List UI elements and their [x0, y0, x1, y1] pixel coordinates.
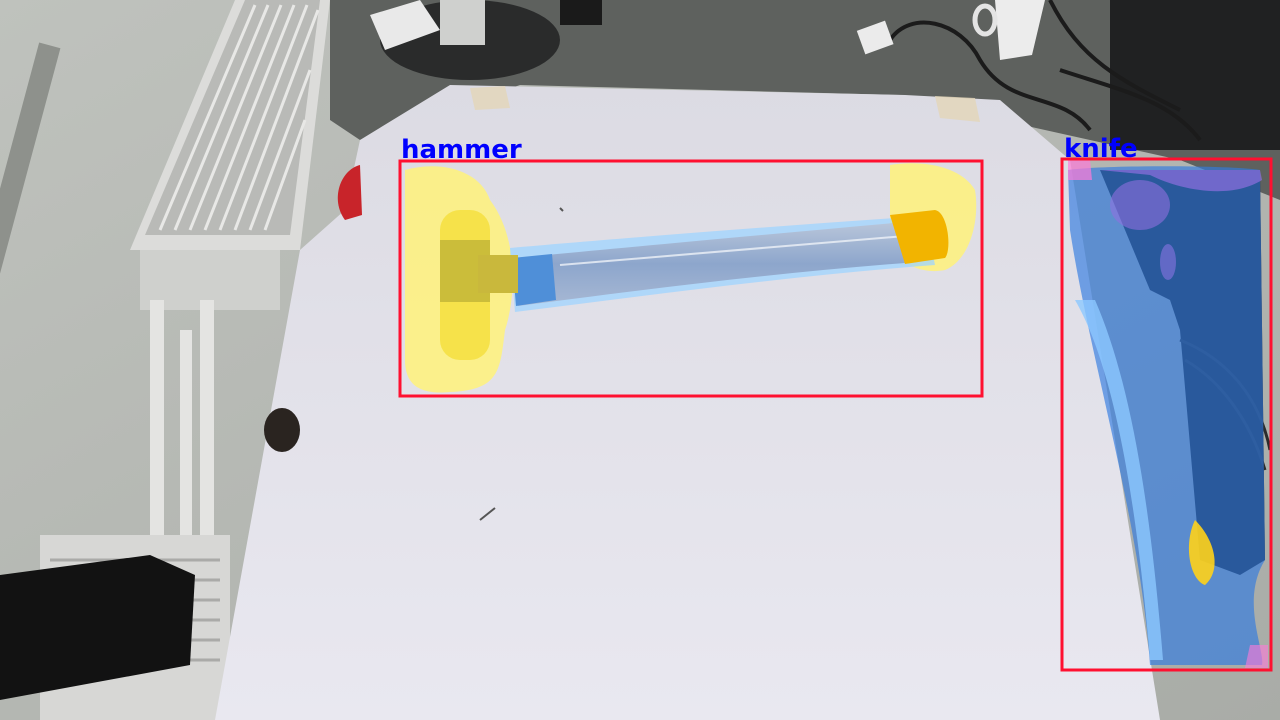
heating-pipes [150, 300, 214, 550]
top-right-box [1110, 0, 1280, 150]
tape-top-right [935, 96, 980, 122]
paper-scrap [370, 0, 440, 50]
wall-pipe [0, 42, 61, 348]
red-object [337, 165, 362, 220]
knife-label: knife [1064, 134, 1138, 164]
tape-top-left [470, 86, 510, 110]
knife-bounding-box [1060, 157, 1273, 672]
hammer-label: hammer [401, 135, 522, 165]
paper-marks [479, 207, 564, 521]
desk-cables [888, 0, 1202, 142]
hammer-object [405, 163, 977, 393]
desk-surface [330, 0, 1280, 200]
coffee-cup [972, 0, 1045, 60]
lower-left-device [0, 535, 230, 720]
radiator [130, 0, 330, 310]
small-white-block [856, 20, 894, 55]
dark-object [264, 408, 300, 452]
knife-object [1068, 160, 1268, 668]
hammer-bounding-box [398, 159, 984, 398]
